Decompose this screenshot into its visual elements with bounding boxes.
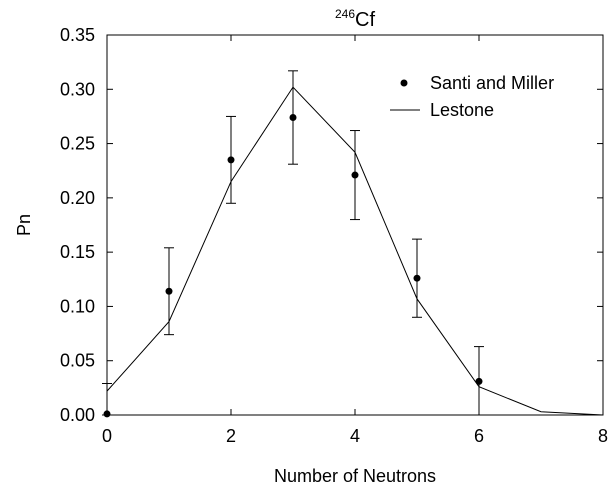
x-axis-title: Number of Neutrons [274, 466, 436, 486]
chart-title-superscript: 246 [335, 7, 355, 21]
point-marker [475, 377, 483, 385]
x-tick-label: 4 [350, 426, 360, 446]
data-point [164, 247, 174, 336]
x-tick-label: 6 [474, 426, 484, 446]
legend-label-santi-miller: Santi and Miller [430, 73, 554, 93]
y-tick-label: 0.00 [60, 405, 95, 425]
point-marker [103, 410, 111, 418]
data-point [474, 346, 484, 416]
point-marker [413, 274, 421, 282]
legend: Santi and Miller Lestone [390, 73, 554, 120]
y-tick-label: 0.05 [60, 351, 95, 371]
chart-title: 246Cf [335, 7, 375, 31]
x-tick-label: 8 [598, 426, 608, 446]
legend-label-lestone: Lestone [430, 100, 494, 120]
x-tick-label: 0 [102, 426, 112, 446]
y-tick-label: 0.25 [60, 134, 95, 154]
point-marker [351, 171, 359, 179]
chart-title-text: Cf [355, 9, 375, 31]
data-point [412, 238, 422, 318]
data-point [102, 383, 112, 418]
y-tick-label: 0.10 [60, 296, 95, 316]
y-tick-label: 0.20 [60, 188, 95, 208]
y-axis-ticks: 0.00 0.05 0.10 0.15 0.20 0.25 0.30 0.35 [60, 25, 603, 425]
x-axis-ticks: 0 2 4 6 8 [102, 35, 608, 446]
legend-marker-santi-miller [400, 79, 408, 87]
point-marker [289, 114, 297, 122]
x-tick-label: 2 [226, 426, 236, 446]
data-point [288, 70, 298, 165]
y-tick-label: 0.30 [60, 79, 95, 99]
data-point [226, 115, 236, 204]
santi-miller-series [102, 70, 484, 418]
y-tick-label: 0.15 [60, 242, 95, 262]
y-tick-label: 0.35 [60, 25, 95, 45]
point-marker [165, 287, 173, 295]
point-marker [227, 156, 235, 164]
y-axis-title: Pn [14, 214, 34, 236]
data-point [350, 130, 360, 221]
